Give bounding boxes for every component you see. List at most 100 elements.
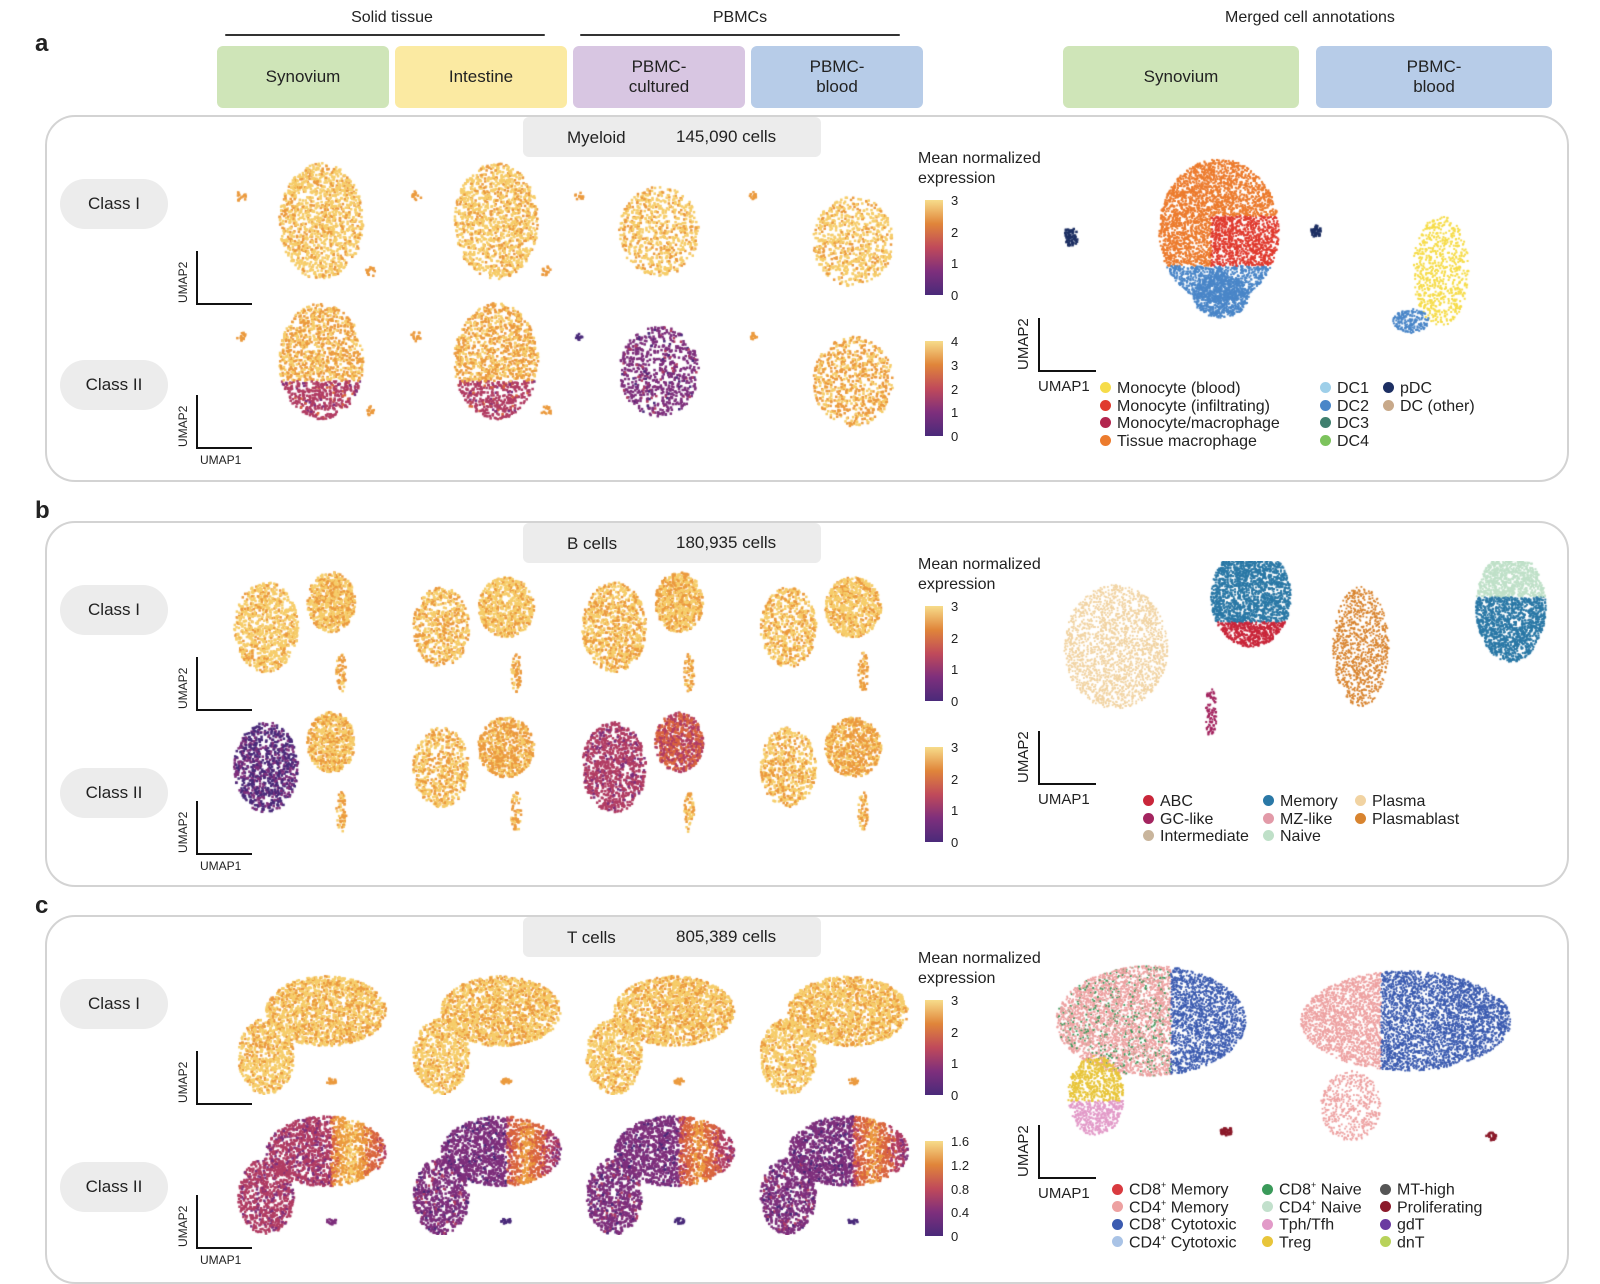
legend-label: pDC xyxy=(1400,380,1433,397)
legend-item: DC (other) xyxy=(1383,398,1475,416)
colorbar-title-2: expression xyxy=(918,970,996,987)
colorbar-class-ii xyxy=(925,747,943,842)
umap-a-class-i-1 xyxy=(220,160,390,295)
legend-swatch xyxy=(1320,382,1331,394)
colorbar-tick: 0 xyxy=(951,835,959,850)
umap-a-merged xyxy=(1050,155,1550,375)
legend-item: Plasma xyxy=(1355,793,1425,811)
legend-item: MT-high xyxy=(1380,1180,1455,1199)
colorbar-tick: 0.4 xyxy=(951,1205,970,1221)
legend-label: DC4 xyxy=(1337,432,1370,450)
legend-item: Monocyte/macrophage xyxy=(1100,415,1280,433)
umap-a-class-i-4 xyxy=(742,160,912,295)
colorbar-title-2: expression xyxy=(918,576,996,593)
tissue-label: PBMC- blood xyxy=(809,57,865,96)
umap-b-class-i-2 xyxy=(395,566,565,701)
legend-label-sup: + xyxy=(1161,1215,1167,1225)
axis-label-umap1: UMAP1 xyxy=(1038,1185,1090,1202)
legend-swatch xyxy=(1355,795,1366,807)
umap-a-class-i-2 xyxy=(395,160,565,295)
axis-label-umap1: UMAP1 xyxy=(1038,791,1090,808)
axis-class-ii xyxy=(196,1195,252,1249)
legend-swatch xyxy=(1112,1201,1123,1213)
legend-swatch xyxy=(1263,812,1274,824)
umap-a-class-ii-2 xyxy=(395,300,565,435)
legend-label: Plasmablast xyxy=(1372,810,1460,828)
tissue-label: Synovium xyxy=(1143,67,1219,86)
legend-label-suffix: Naive xyxy=(1316,1198,1362,1216)
legend-label-prefix: CD4 xyxy=(1129,1198,1162,1216)
legend-item: CD8+ Naive xyxy=(1262,1180,1362,1199)
umap-a-class-ii-1 xyxy=(220,300,390,435)
class-ii-pill: Class II xyxy=(60,768,168,818)
legend-swatch xyxy=(1262,1183,1273,1195)
legend-swatch xyxy=(1262,1236,1273,1248)
legend-item: DC4 xyxy=(1320,433,1369,451)
umap-b-class-i-4 xyxy=(742,566,912,701)
legend-label-suffix: MT-high xyxy=(1397,1181,1455,1199)
legend-swatch xyxy=(1263,795,1274,807)
legend-swatch xyxy=(1380,1236,1391,1248)
colorbar-tick: 0 xyxy=(951,288,959,303)
legend-label-suffix: Tph/Tfh xyxy=(1279,1216,1335,1234)
legend-label: DC (other) xyxy=(1400,397,1475,415)
class-i-pill: Class I xyxy=(60,585,168,635)
legend-label-suffix: Proliferating xyxy=(1397,1198,1483,1216)
legend-swatch xyxy=(1100,434,1111,446)
legend-label-suffix: dnT xyxy=(1397,1233,1425,1251)
legend-item: GC-like xyxy=(1143,811,1213,829)
colorbar-tick: 2 xyxy=(951,381,959,397)
axis-label-umap1: UMAP1 xyxy=(200,859,242,873)
colorbar-tick: 2 xyxy=(951,1024,959,1040)
colorbar-class-i xyxy=(925,1000,943,1095)
legend-label: Tissue macrophage xyxy=(1117,432,1257,450)
colorbar-tick: 1 xyxy=(951,405,959,421)
legend-label-suffix: Cytotoxic xyxy=(1166,1216,1237,1234)
colorbar-tick: 0 xyxy=(951,429,959,444)
legend-swatch xyxy=(1100,382,1111,394)
umap-c-class-i-2 xyxy=(395,960,565,1095)
axis-label-umap1: UMAP1 xyxy=(200,1253,242,1267)
legend-item: CD4+ Cytotoxic xyxy=(1112,1233,1237,1252)
legend-label: Monocyte/macrophage xyxy=(1117,415,1280,432)
colorbar-tick: 2 xyxy=(951,771,959,787)
legend-item: DC1 xyxy=(1320,380,1369,398)
umap-b-class-ii-4 xyxy=(742,706,912,841)
tissue-label: PBMC- cultured xyxy=(628,57,690,96)
umap-c-class-i-3 xyxy=(568,960,738,1095)
group-label-pbmcs: PBMCs xyxy=(712,9,768,26)
legend-item: CD8+ Memory xyxy=(1112,1180,1229,1199)
axis-merged xyxy=(1038,731,1096,785)
legend-swatch xyxy=(1262,1218,1273,1230)
panel-letter-b: b xyxy=(35,497,50,524)
axis-label-umap2: UMAP2 xyxy=(1015,731,1032,783)
legend-item: Treg xyxy=(1262,1233,1311,1252)
legend-swatch xyxy=(1262,1201,1273,1213)
legend-item: MZ-like xyxy=(1263,811,1332,829)
legend-item: DC3 xyxy=(1320,415,1369,433)
legend-label: Intermediate xyxy=(1160,828,1249,845)
legend-swatch xyxy=(1143,812,1154,824)
group-label-solid-tissue: Solid tissue xyxy=(351,9,433,26)
tissue-intestine: Intestine xyxy=(395,46,567,108)
panel-title-box: B cells 180,935 cells xyxy=(523,523,821,563)
legend-swatch xyxy=(1383,382,1394,394)
axis-label-umap2: UMAP2 xyxy=(1015,318,1032,370)
legend-item: pDC xyxy=(1383,380,1432,398)
axis-label-umap2: UMAP2 xyxy=(1015,1125,1032,1177)
legend-label: DC2 xyxy=(1337,397,1370,415)
colorbar-class-ii xyxy=(925,341,943,436)
panel-b xyxy=(45,521,1569,887)
legend-label-suffix: Treg xyxy=(1279,1233,1312,1251)
colorbar-title: Mean normalized xyxy=(918,950,1041,967)
legend-swatch xyxy=(1320,434,1331,446)
colorbar-tick: 2 xyxy=(951,630,959,646)
class-i-pill: Class I xyxy=(60,979,168,1029)
umap-a-class-ii-4 xyxy=(742,300,912,435)
legend-label-prefix: CD8 xyxy=(1279,1181,1312,1199)
legend-label-suffix: Cytotoxic xyxy=(1166,1233,1237,1251)
axis-label-umap2: UMAP2 xyxy=(176,811,190,853)
colorbar-tick: 3 xyxy=(951,993,959,1008)
colorbar-tick: 0.8 xyxy=(951,1181,970,1197)
group-line-solid-tissue xyxy=(225,34,545,36)
